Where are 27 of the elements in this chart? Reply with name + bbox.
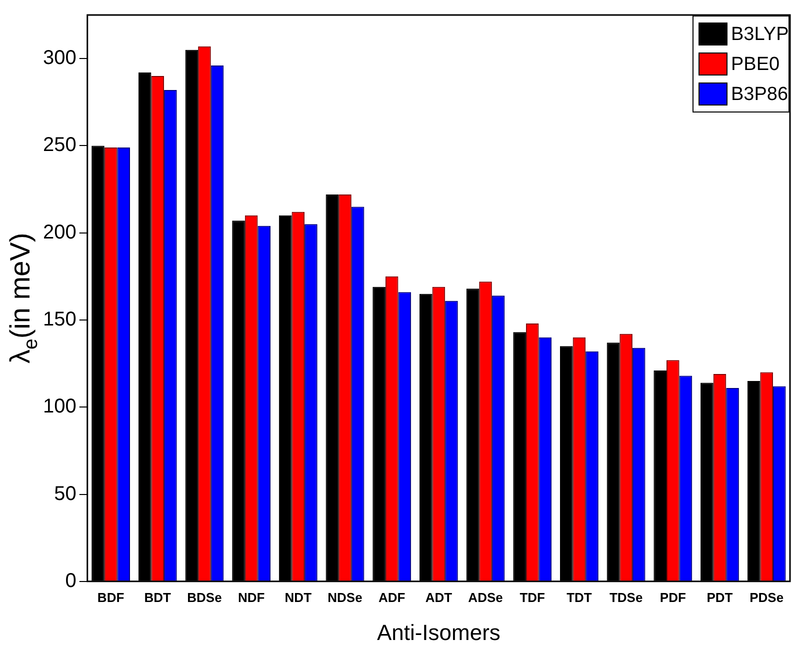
- legend-label: B3P86: [731, 84, 788, 106]
- x-tick-label: NDT: [284, 590, 312, 605]
- x-tick-label: PDF: [660, 590, 686, 605]
- x-tick-label: NDF: [238, 590, 265, 605]
- x-tick-label: BDSe: [187, 590, 222, 605]
- x-tick-label: PDSe: [750, 590, 784, 605]
- x-tick-label: TDSe: [609, 590, 643, 605]
- y-tick-label: 250: [42, 134, 76, 156]
- y-tick-label: 100: [42, 396, 76, 418]
- x-tick-label: BDF: [97, 590, 124, 605]
- x-tick-label: ADT: [425, 590, 452, 605]
- x-tick-label: PDT: [706, 590, 733, 605]
- y-tick-label: 150: [42, 308, 76, 330]
- y-tick-label: 0: [65, 570, 76, 592]
- y-axis-title: λe(in meV): [4, 232, 42, 364]
- x-tick-label: NDSe: [328, 590, 362, 605]
- legend-label: PBE0: [731, 54, 780, 76]
- legend-label: B3LYP: [731, 24, 789, 46]
- x-tick-label: ADF: [378, 590, 406, 605]
- x-axis-title: Anti-Isomers: [376, 620, 500, 646]
- x-tick-label: BDT: [144, 590, 172, 605]
- y-tick-label: 200: [42, 221, 76, 244]
- x-tick-label: TDF: [520, 590, 546, 605]
- x-tick-label: TDT: [566, 590, 592, 605]
- y-tick-label: 50: [54, 482, 76, 505]
- y-tick-label: 300: [42, 47, 76, 70]
- x-tick-label: ADSe: [468, 590, 503, 605]
